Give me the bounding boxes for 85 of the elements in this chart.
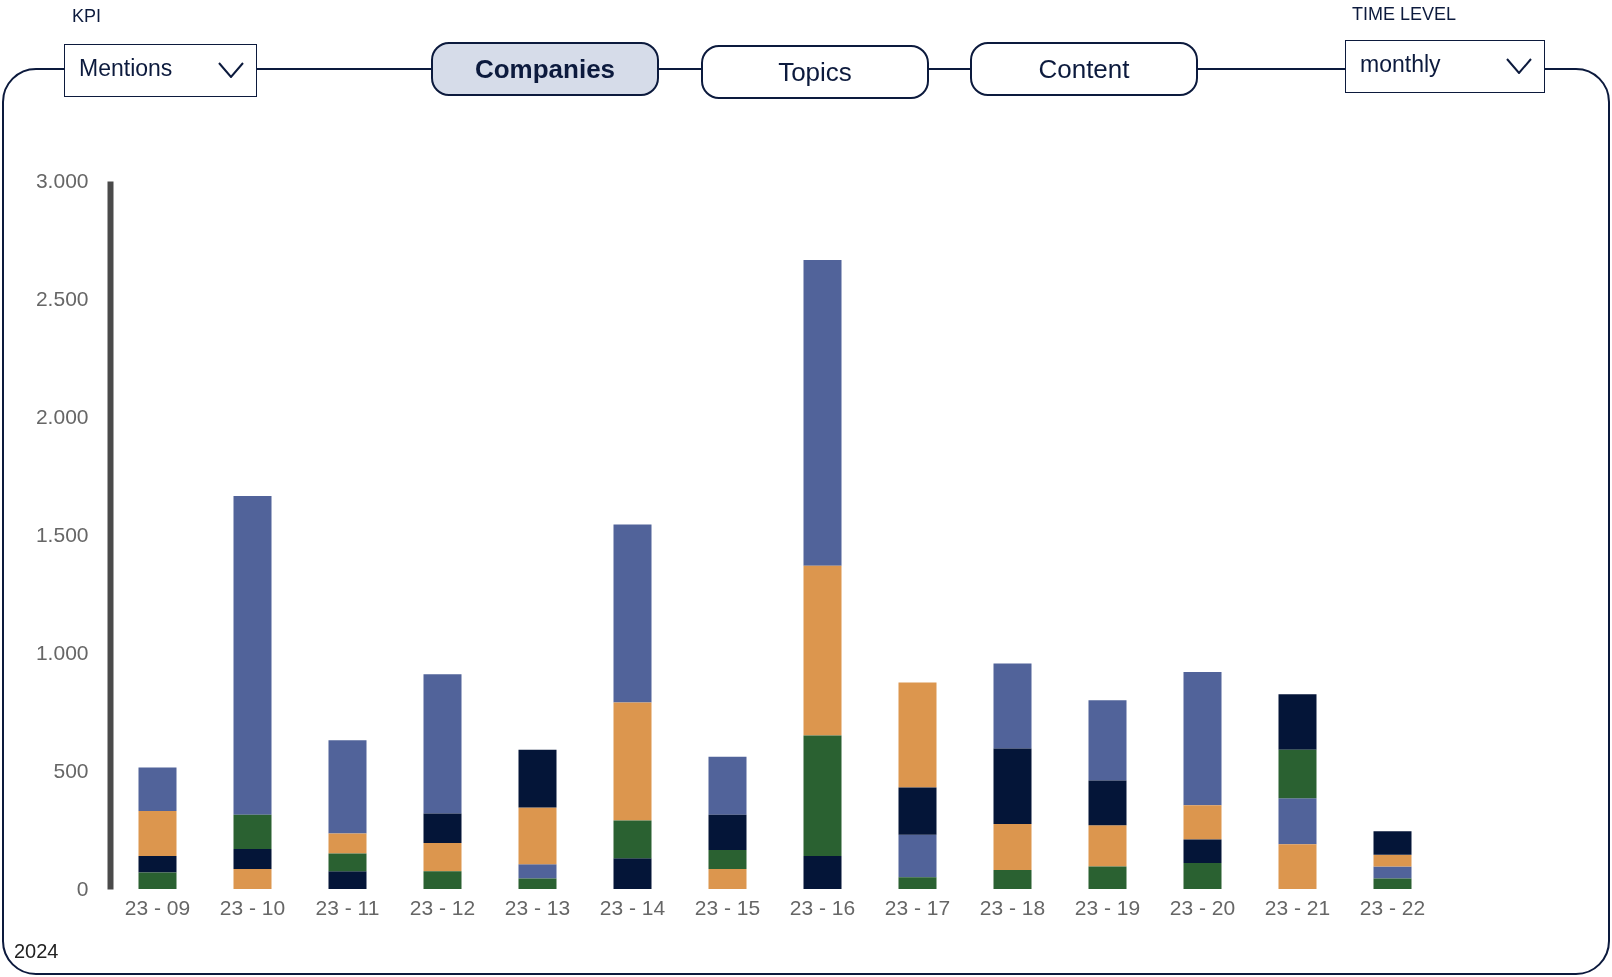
bar xyxy=(1088,866,1127,889)
bar xyxy=(1373,878,1412,889)
x-tick-label: 23 - 21 xyxy=(1264,895,1331,919)
bar xyxy=(613,524,652,703)
x-tick-label: 23 - 19 xyxy=(1074,895,1141,919)
bar xyxy=(138,767,177,812)
bar xyxy=(518,864,557,879)
bar xyxy=(708,850,747,869)
bar xyxy=(423,842,462,872)
bar xyxy=(233,848,272,869)
bar xyxy=(1278,749,1317,799)
bar xyxy=(328,833,367,854)
bar xyxy=(993,663,1032,749)
bar xyxy=(1278,798,1317,845)
bar xyxy=(328,740,367,834)
y-tick-label: 500 xyxy=(53,758,89,782)
bar xyxy=(1278,694,1317,750)
bar xyxy=(1183,671,1222,806)
y-tick-label: 1.500 xyxy=(35,522,89,546)
bar xyxy=(138,811,177,856)
bar xyxy=(233,496,272,815)
bar xyxy=(1373,854,1412,867)
bar xyxy=(138,855,177,873)
bar xyxy=(1278,844,1317,889)
text: 2024 xyxy=(14,940,59,963)
x-tick-label: 23 - 11 xyxy=(315,895,380,919)
bar xyxy=(993,824,1032,871)
bar xyxy=(233,814,272,849)
y-tick-label: 2.000 xyxy=(35,404,89,428)
bar xyxy=(1088,780,1127,826)
x-tick-label: 23 - 20 xyxy=(1169,895,1236,919)
x-tick-label: 23 - 12 xyxy=(409,895,476,919)
x-tick-label: 23 - 18 xyxy=(979,895,1046,919)
bar xyxy=(1088,825,1127,867)
text: KPI xyxy=(72,6,102,27)
text: Mentions xyxy=(64,44,257,97)
bar xyxy=(708,868,747,889)
bar xyxy=(1183,839,1222,864)
bar xyxy=(613,702,652,821)
x-tick-label: 23 - 13 xyxy=(504,895,571,919)
y-tick-label: 0 xyxy=(76,876,89,900)
bar xyxy=(1183,863,1222,889)
text: Topics xyxy=(701,45,929,99)
x-tick-label: 23 - 15 xyxy=(694,895,761,919)
bar xyxy=(803,565,842,736)
bar xyxy=(423,674,462,814)
bar xyxy=(423,813,462,843)
bar xyxy=(518,807,557,865)
bar xyxy=(898,834,937,878)
text: Content xyxy=(970,42,1198,96)
bar xyxy=(803,735,842,856)
bar xyxy=(518,749,557,808)
bar xyxy=(898,877,937,889)
x-tick-label: 23 - 17 xyxy=(884,895,951,919)
y-tick-label: 2.500 xyxy=(35,286,89,310)
bar xyxy=(898,682,937,788)
x-tick-label: 23 - 14 xyxy=(599,895,666,919)
bar xyxy=(328,871,367,889)
bar xyxy=(898,787,937,835)
bar xyxy=(613,858,652,889)
text: monthly xyxy=(1345,40,1545,93)
bar xyxy=(993,870,1032,889)
bar xyxy=(1088,700,1127,781)
bar xyxy=(1373,831,1412,855)
bar xyxy=(803,260,842,566)
x-tick-label: 23 - 10 xyxy=(219,895,286,919)
bar xyxy=(518,878,557,889)
text: Companies xyxy=(431,42,659,96)
bar xyxy=(233,868,272,889)
y-tick-label: 1.000 xyxy=(35,640,89,664)
x-tick-label: 23 - 09 xyxy=(124,895,191,919)
y-tick-label: 3.000 xyxy=(35,168,89,192)
bar xyxy=(1183,805,1222,840)
bar xyxy=(328,853,367,872)
text: TIME LEVEL xyxy=(1352,4,1457,25)
x-tick-label: 23 - 22 xyxy=(1359,895,1426,919)
bar xyxy=(423,871,462,889)
bar xyxy=(138,872,177,889)
x-tick-label: 23 - 16 xyxy=(789,895,856,919)
bar xyxy=(613,820,652,859)
bar xyxy=(1373,866,1412,879)
bar xyxy=(803,855,842,889)
bar xyxy=(708,756,747,815)
bar xyxy=(708,814,747,851)
bar xyxy=(993,748,1032,825)
